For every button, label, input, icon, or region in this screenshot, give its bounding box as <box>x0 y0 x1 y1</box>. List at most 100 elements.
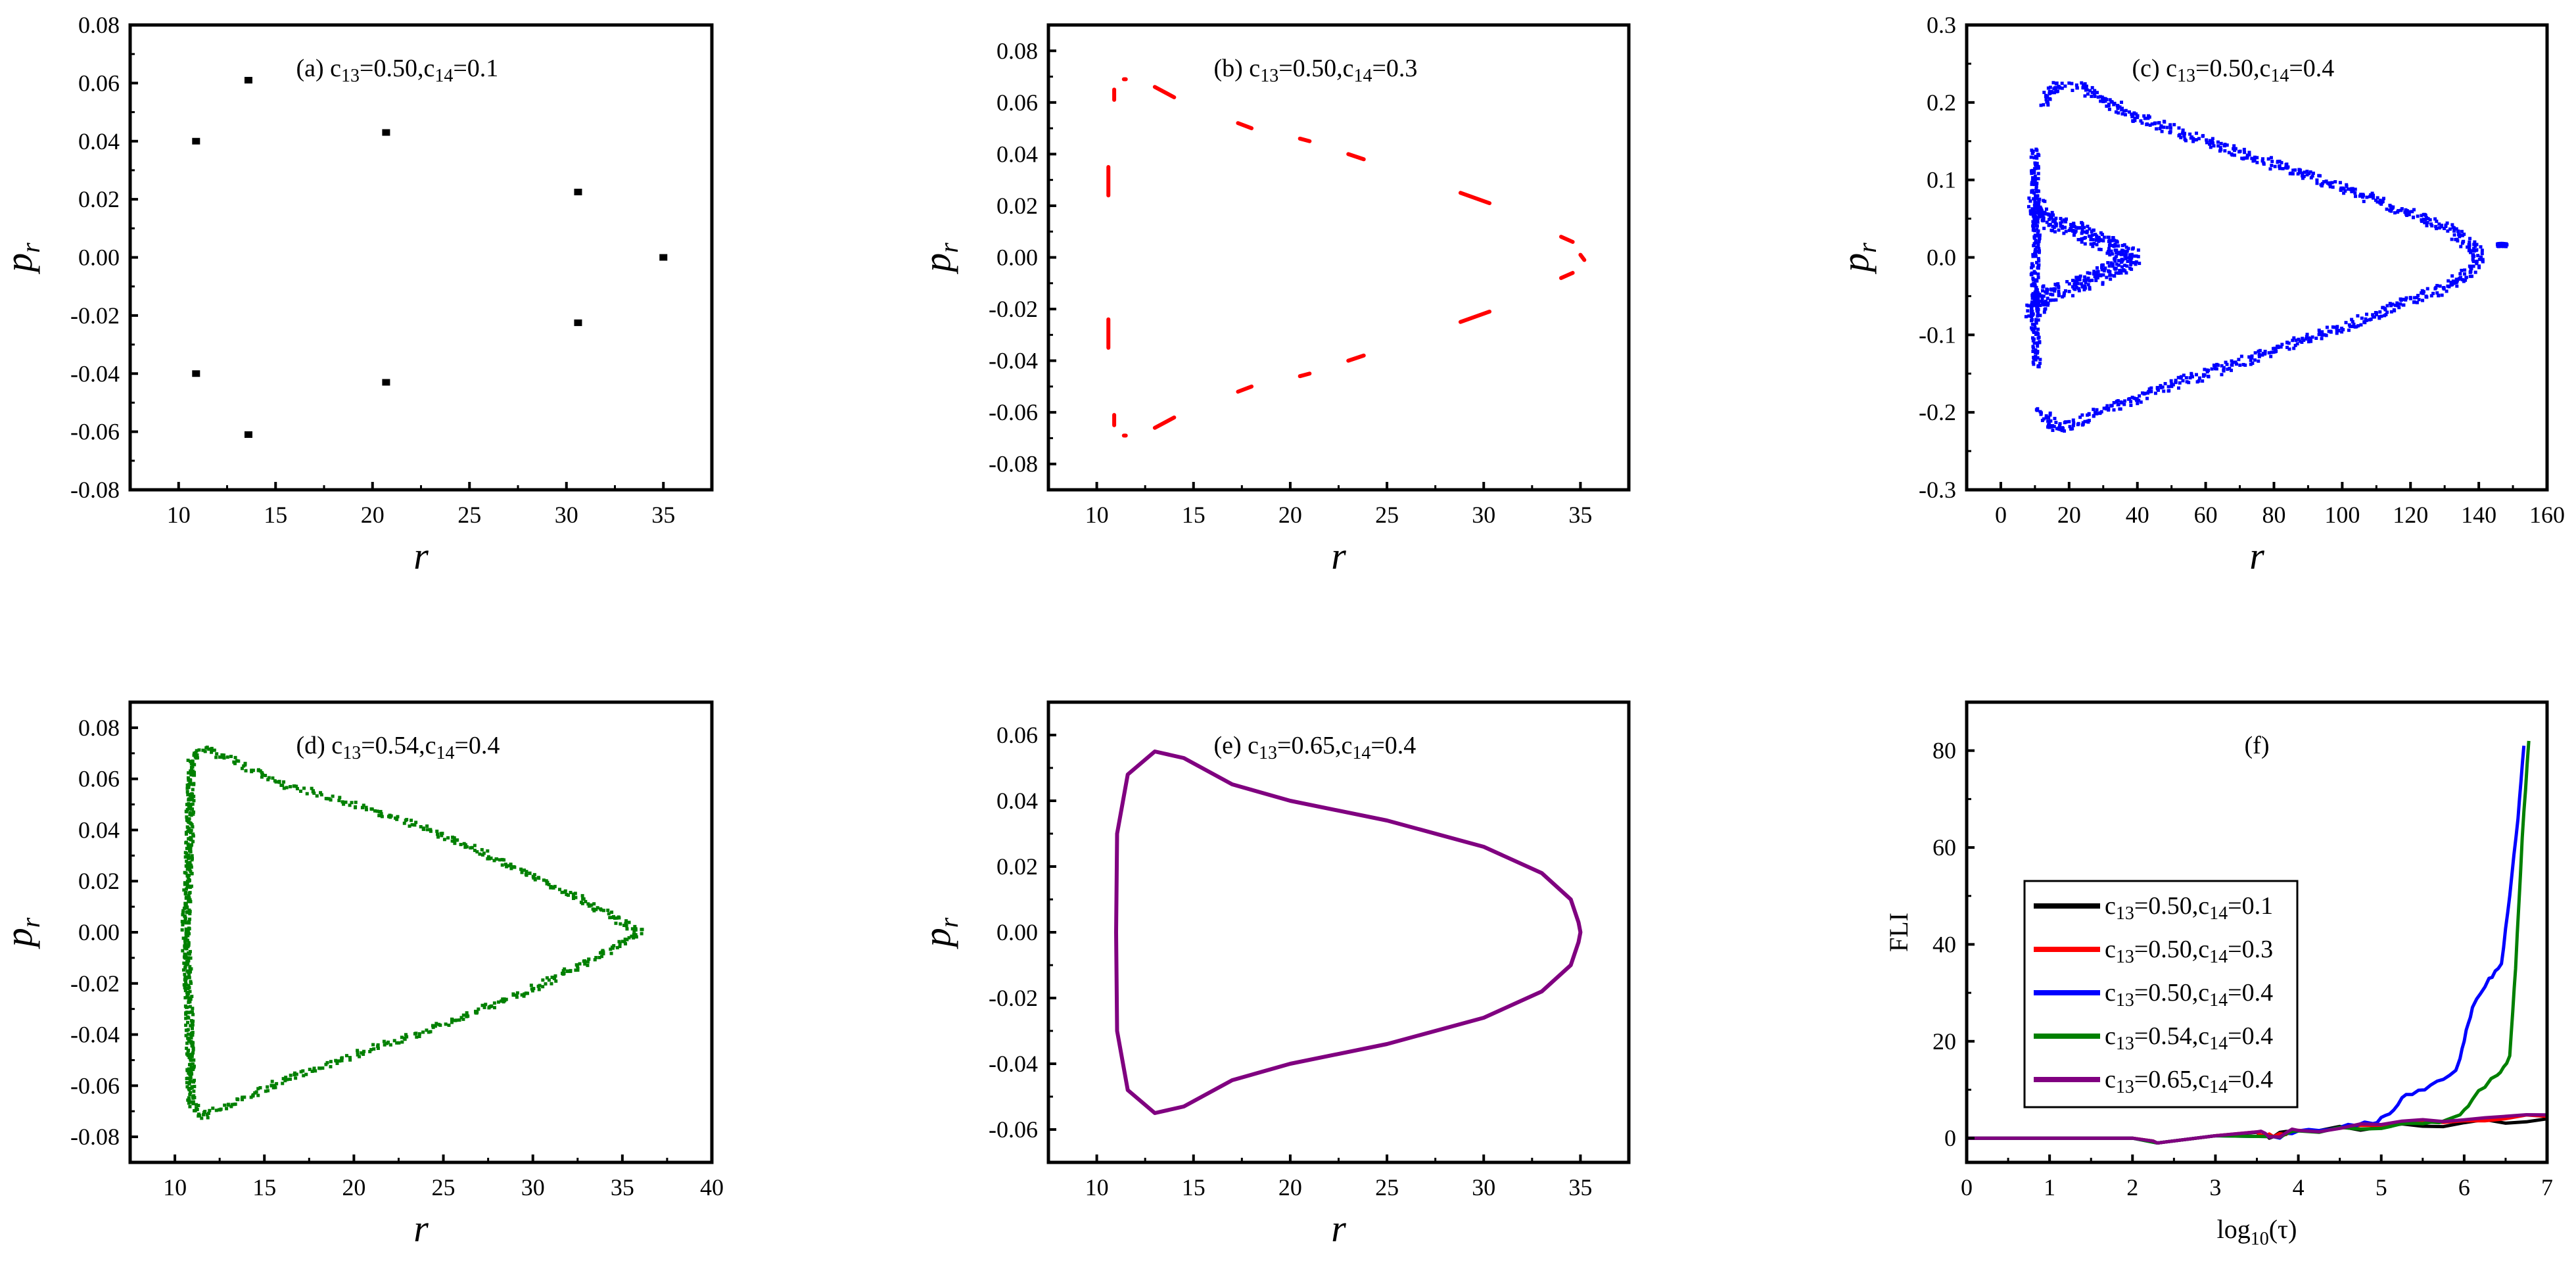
y-axis-label: FLI <box>1884 913 1913 952</box>
scatter-point <box>576 966 580 970</box>
scatter-point <box>2057 285 2061 289</box>
scatter-point <box>283 1079 287 1083</box>
scatter-point <box>362 1049 366 1053</box>
scatter-point <box>580 901 584 905</box>
scatter-point <box>331 794 335 798</box>
scatter-point <box>2130 395 2134 399</box>
x-tick-label: 0 <box>1995 502 2007 528</box>
scatter-point <box>625 927 629 931</box>
scatter-point <box>2108 241 2112 245</box>
scatter-point <box>2473 270 2477 274</box>
scatter-point <box>2092 272 2096 276</box>
scatter-point <box>433 1024 437 1028</box>
scatter-point <box>2222 366 2226 369</box>
scatter-point <box>2121 249 2125 253</box>
scatter-point <box>400 1040 404 1044</box>
y-tick-label: -0.04 <box>70 360 120 387</box>
scatter-point <box>187 1082 191 1086</box>
scatter-point <box>189 1024 193 1028</box>
scatter-point <box>348 803 352 807</box>
scatter-point <box>435 829 439 833</box>
scatter-point <box>186 1020 190 1024</box>
scatter-point <box>2036 264 2040 268</box>
scatter-point <box>553 884 557 888</box>
scatter-point <box>2062 231 2066 235</box>
scatter-point <box>2099 248 2103 252</box>
scatter-point <box>2117 402 2120 406</box>
scatter-point <box>186 1049 190 1053</box>
scatter-point <box>2044 303 2048 307</box>
scatter-point <box>2142 114 2146 118</box>
scatter-point <box>408 824 411 828</box>
y-tick-label: 0.02 <box>78 186 120 212</box>
scatter-point <box>2032 337 2036 341</box>
scatter-point <box>2064 229 2068 233</box>
scatter-point <box>2364 318 2368 322</box>
scatter-point <box>2087 412 2091 416</box>
scatter-point <box>2033 250 2037 254</box>
scatter-point <box>185 840 189 844</box>
scatter-point <box>2129 262 2133 266</box>
scatter-point <box>2327 329 2331 333</box>
scatter-point <box>2040 212 2044 216</box>
scatter-point <box>281 1082 285 1085</box>
scatter-point <box>2460 233 2464 237</box>
scatter-point <box>2101 273 2105 277</box>
scatter-point <box>2037 189 2041 193</box>
scatter-point <box>492 1001 496 1005</box>
scatter-point <box>632 936 636 940</box>
scatter-point <box>2080 423 2084 427</box>
scatter-point <box>2181 128 2185 132</box>
scatter-point <box>2130 252 2134 256</box>
scatter-point <box>243 1095 246 1099</box>
scatter-point <box>189 767 193 771</box>
scatter-point <box>2031 264 2035 268</box>
scatter-point <box>2168 123 2172 127</box>
scatter-point <box>187 896 191 900</box>
scatter-point <box>2467 249 2471 252</box>
scatter-point <box>2359 193 2363 197</box>
scatter-point <box>264 774 268 778</box>
scatter-point <box>2072 233 2076 237</box>
scatter-point <box>338 1059 342 1063</box>
scatter-point <box>397 1041 401 1045</box>
scatter-point <box>2148 123 2152 127</box>
section-segment <box>1236 121 1254 131</box>
scatter-point <box>2210 367 2214 371</box>
scatter-point <box>2034 202 2038 206</box>
scatter-point <box>185 1081 189 1085</box>
y-tick-label: 0.06 <box>78 766 120 792</box>
scatter-point <box>2036 216 2040 220</box>
scatter-point <box>318 1066 322 1070</box>
scatter-point <box>2116 104 2120 108</box>
scatter-point <box>2247 355 2251 359</box>
y-axis-label: pr <box>1834 243 1882 275</box>
scatter-point <box>2086 283 2090 287</box>
scatter-point <box>2329 329 2333 333</box>
scatter-point <box>2084 286 2088 290</box>
scatter-point <box>189 1034 193 1037</box>
scatter-point <box>185 815 189 819</box>
scatter-point <box>190 1021 194 1025</box>
scatter-point <box>187 956 191 960</box>
scatter-point <box>2101 281 2105 285</box>
scatter-point <box>2143 116 2147 120</box>
scatter-point <box>609 951 613 955</box>
scatter-point <box>2456 239 2460 243</box>
scatter-point <box>241 1098 245 1102</box>
scatter-point <box>2039 103 2043 107</box>
scatter-point <box>2459 245 2463 249</box>
scatter-point <box>2426 217 2430 221</box>
scatter-point <box>2119 101 2123 105</box>
scatter-point <box>2030 322 2034 326</box>
scatter-point <box>2026 304 2030 308</box>
scatter-point <box>2069 225 2073 229</box>
scatter-point <box>2034 297 2038 301</box>
scatter-point <box>523 992 527 996</box>
scatter-point <box>2050 210 2054 214</box>
scatter-point <box>2048 89 2051 93</box>
scatter-point <box>2129 400 2133 404</box>
scatter-point <box>2091 228 2095 232</box>
scatter-point <box>2034 186 2038 190</box>
scatter-point <box>2155 127 2159 131</box>
